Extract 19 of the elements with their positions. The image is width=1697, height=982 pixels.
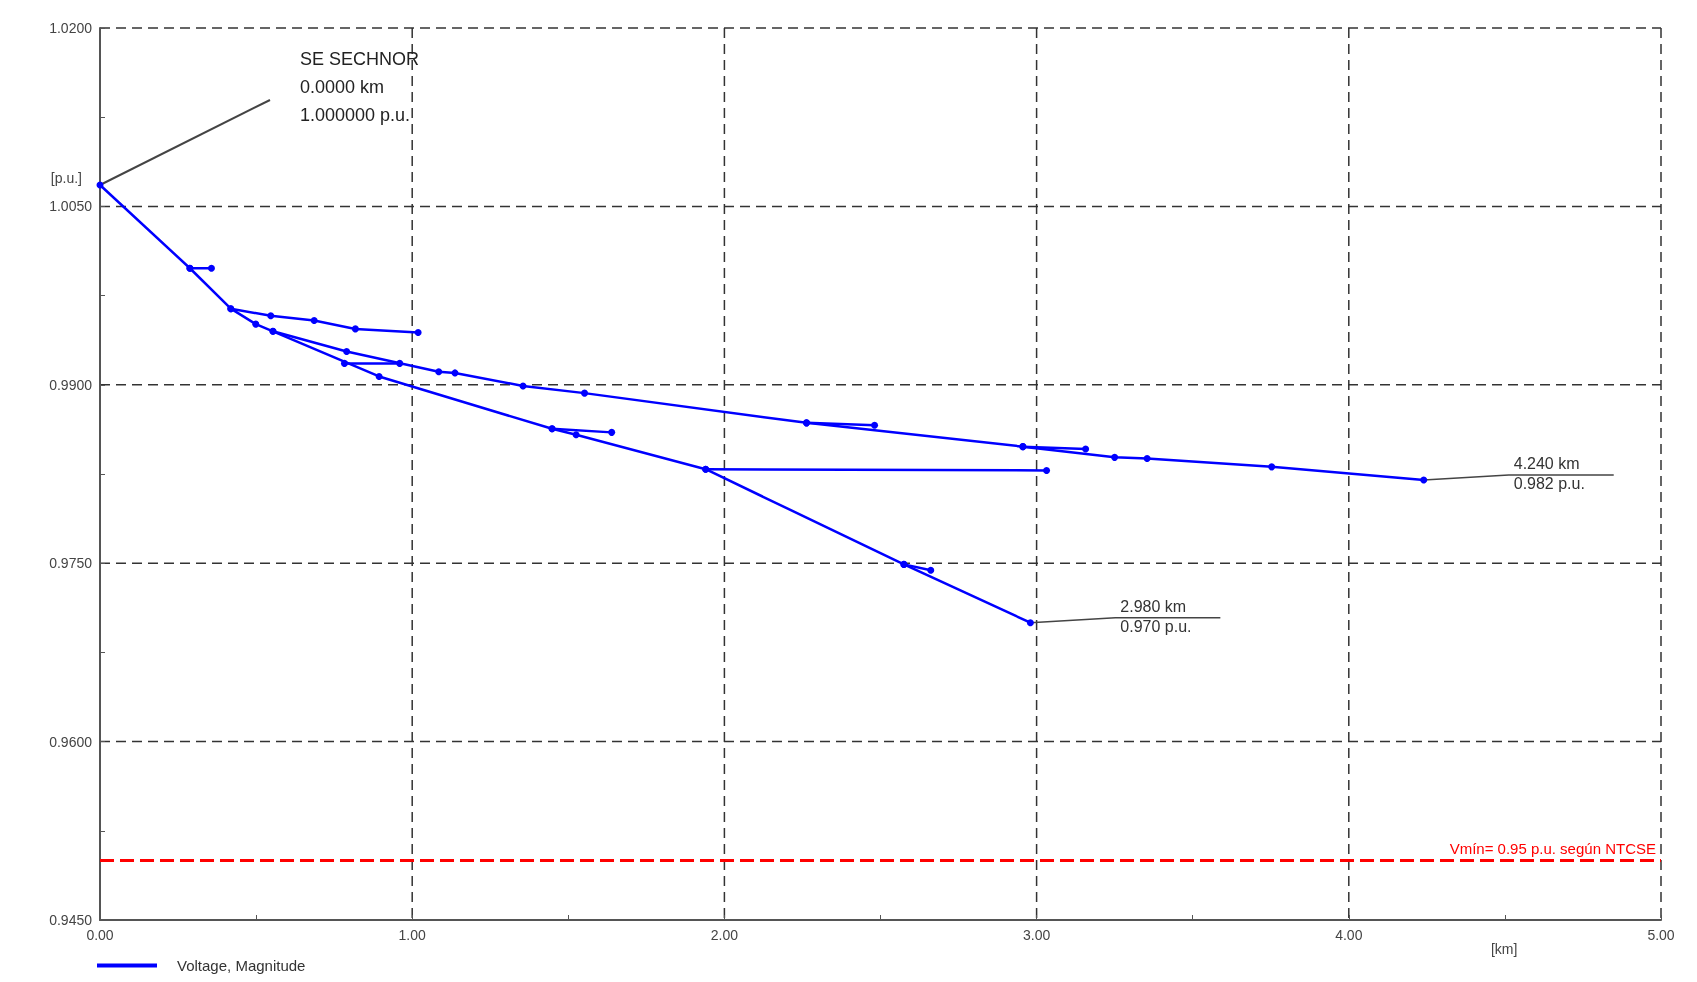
legend-label: Voltage, Magnitude — [177, 957, 306, 974]
y-tick-label: 0.9450 — [49, 912, 93, 928]
y-tick-label: 0.9900 — [49, 376, 93, 393]
x-tick-label: 0.00 — [86, 927, 114, 943]
ref-line-label: Vmín= 0.95 p.u. según NTCSE — [1449, 839, 1656, 857]
x-tick-label: 1.00 — [398, 927, 427, 943]
x-tick-label: 2.00 — [710, 927, 739, 943]
y-axis-title: [p.u.] — [50, 169, 82, 186]
x-axis-title: [km] — [1490, 941, 1518, 957]
annotation: 4.240 km 0.982 p.u. — [1513, 455, 1585, 493]
y-tick-label: 0.9750 — [49, 555, 93, 572]
annotation: SE SECHNOR 0.0000 km 1.000000 p.u. — [300, 48, 420, 125]
x-tick-label: 5.00 — [1647, 927, 1675, 943]
y-tick-label: 0.9600 — [49, 733, 93, 750]
y-tick-label: 1.0050 — [49, 198, 93, 215]
x-tick-label: 4.00 — [1335, 927, 1363, 943]
x-tick-label: 3.00 — [1022, 927, 1051, 943]
annotation: 2.980 km 0.970 p.u. — [1120, 598, 1192, 636]
y-tick-label: 1.0200 — [49, 20, 93, 36]
